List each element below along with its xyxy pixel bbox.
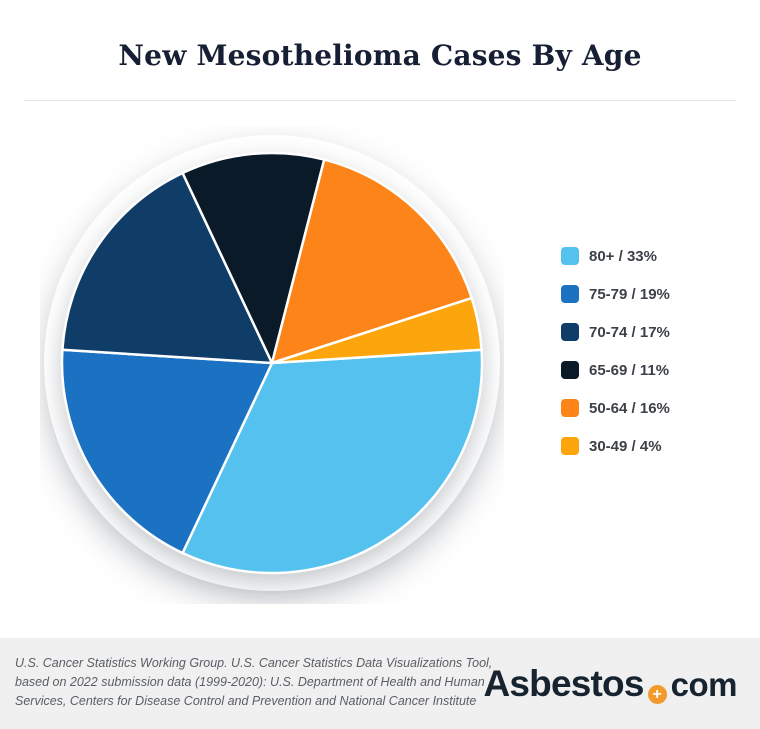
pie-slice-65-69 [181, 151, 326, 365]
pie-slice-75-79 [60, 348, 274, 555]
legend-label: 50-64 / 16% [589, 399, 670, 417]
legend-item-50-64: 50-64 / 16% [561, 399, 670, 417]
pie-slice-50-64 [270, 158, 473, 365]
legend-item-75-79: 75-79 / 19% [561, 285, 670, 303]
pie-slice-80+ [181, 348, 484, 575]
legend-swatch [561, 437, 579, 455]
legend-swatch [561, 399, 579, 417]
legend-label: 65-69 / 11% [589, 361, 670, 379]
footer: U.S. Cancer Statistics Working Group. U.… [0, 638, 760, 729]
logo-tld-text: com [670, 665, 738, 703]
legend-item-65-69: 65-69 / 11% [561, 361, 670, 379]
legend-label: 80+ / 33% [589, 247, 657, 265]
logo-brand-text: Asbestos [483, 662, 644, 704]
legend-swatch [561, 285, 579, 303]
pie-chart-svg [44, 135, 500, 591]
legend-label: 75-79 / 19% [589, 285, 670, 303]
pie-slice-70-74 [61, 171, 274, 365]
legend-label: 30-49 / 4% [589, 437, 662, 455]
source-note-line: U.S. Cancer Statistics Working Group. U.… [15, 656, 493, 670]
legend-item-80+: 80+ / 33% [561, 247, 670, 265]
source-note-line: based on 2022 submission data (1999-2020… [15, 675, 485, 689]
source-note-line: Services, Centers for Disease Control an… [15, 694, 477, 708]
legend-item-70-74: 70-74 / 17% [561, 323, 670, 341]
chart-title: New Mesothelioma Cases By Age [118, 39, 642, 72]
legend-label: 70-74 / 17% [589, 323, 670, 341]
plus-icon: + [647, 685, 667, 704]
pie-slice-30-49 [270, 296, 483, 365]
chart-legend: 80+ / 33% 75-79 / 19% 70-74 / 17% 65-69 / 1… [561, 247, 670, 475]
legend-item-30-49: 30-49 / 4% [561, 437, 670, 455]
pie-slices [60, 151, 484, 575]
pie-chart [40, 126, 504, 604]
legend-swatch [561, 361, 579, 379]
title-divider [24, 100, 736, 101]
asbestos-logo: Asbestos + com [483, 662, 738, 705]
legend-swatch [561, 323, 579, 341]
source-note: U.S. Cancer Statistics Working Group. U.… [15, 654, 492, 711]
legend-swatch [561, 247, 579, 265]
